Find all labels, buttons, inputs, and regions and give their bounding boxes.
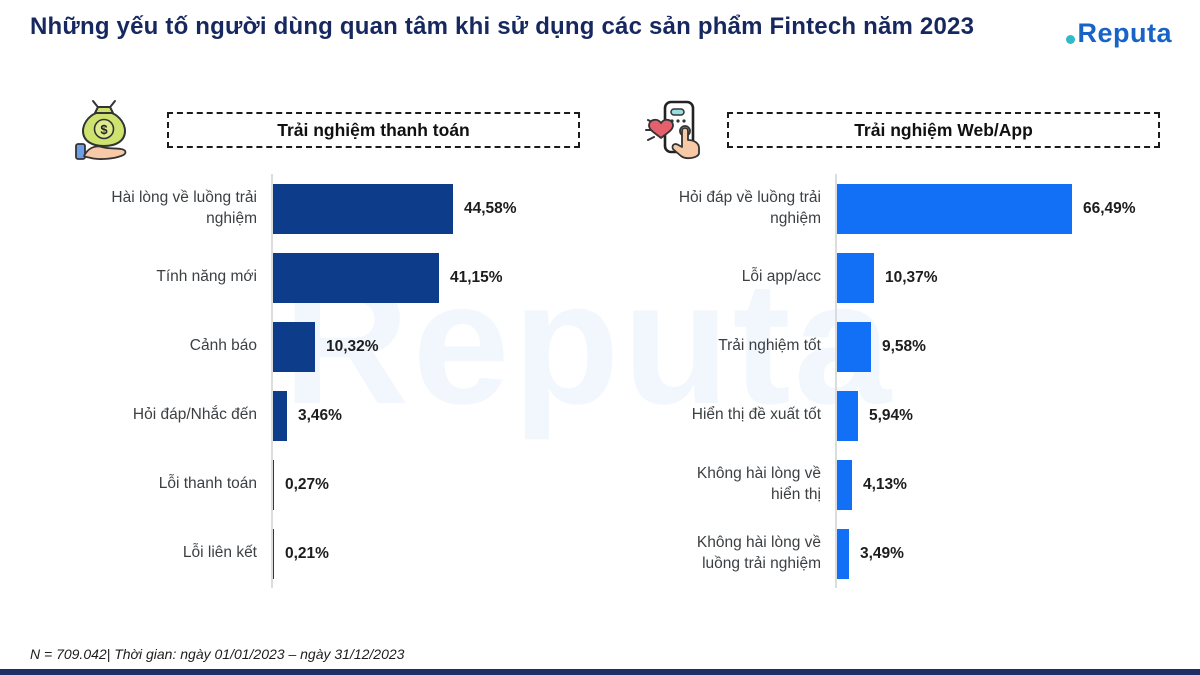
category-label: Không hài lòng về hiển thị <box>696 465 821 503</box>
reputa-logo: Reputa <box>1066 18 1172 49</box>
bar-track: 3,46% <box>271 381 580 450</box>
category-label: Tính năng mới <box>156 268 257 286</box>
bar-value-label: 0,27% <box>285 475 329 493</box>
chart-row: Lỗi liên kết 0,21% <box>75 519 580 588</box>
category-label: Hài lòng về luồng trải nghiệm <box>111 189 257 227</box>
chart-row: Cảnh báo 10,32% <box>75 312 580 381</box>
bar <box>273 321 315 372</box>
bar-track: 10,37% <box>835 243 1160 312</box>
bar <box>273 390 287 441</box>
bar <box>273 528 274 579</box>
webapp-chart-title: Trải nghiệm Web/App <box>854 119 1033 140</box>
bar-value-label: 66,49% <box>1083 199 1136 217</box>
bar <box>837 321 871 372</box>
chart-panel-webapp: Trải nghiệm Web/App Hỏi đáp về luồng trả… <box>645 98 1160 588</box>
chart-panel-payment: $ Trải nghiệm thanh toán Hài lòng về luồ… <box>75 98 580 588</box>
bar <box>837 252 874 303</box>
bar-value-label: 9,58% <box>882 337 926 355</box>
chart-row: Lỗi thanh toán 0,27% <box>75 450 580 519</box>
chart-row: Không hài lòng về luồng trải nghiệm 3,49% <box>645 519 1160 588</box>
bar-track: 41,15% <box>271 243 580 312</box>
chart-row: Không hài lòng về hiển thị 4,13% <box>645 450 1160 519</box>
svg-text:$: $ <box>100 122 108 137</box>
bar-track: 4,13% <box>835 450 1160 519</box>
payment-chart-title: Trải nghiệm thanh toán <box>277 119 470 140</box>
bar-value-label: 44,58% <box>464 199 517 217</box>
bar-track: 0,21% <box>271 519 580 588</box>
category-label: Lỗi thanh toán <box>158 475 257 493</box>
bar <box>273 183 453 234</box>
bar <box>837 459 852 510</box>
bar <box>837 183 1072 234</box>
bar <box>837 390 858 441</box>
bar-track: 10,32% <box>271 312 580 381</box>
category-label: Trải nghiệm tốt <box>718 337 821 355</box>
chart-row: Hài lòng về luồng trải nghiệm 44,58% <box>75 174 580 243</box>
bar-track: 66,49% <box>835 174 1160 243</box>
page-title: Những yếu tố người dùng quan tâm khi sử … <box>30 13 975 40</box>
bar-value-label: 4,13% <box>863 475 907 493</box>
category-label: Cảnh báo <box>189 337 257 355</box>
chart-row: Hiển thị đề xuất tốt 5,94% <box>645 381 1160 450</box>
logo-text: Reputa <box>1077 18 1172 48</box>
bar <box>273 459 274 510</box>
payment-chart-rows: Hài lòng về luồng trải nghiệm 44,58% Tính … <box>75 174 580 588</box>
chart-row: Trải nghiệm tốt 9,58% <box>645 312 1160 381</box>
bar-track: 9,58% <box>835 312 1160 381</box>
category-label: Hiển thị đề xuất tốt <box>691 406 821 424</box>
money-bag-hand-icon: $ <box>75 100 127 160</box>
bar-track: 0,27% <box>271 450 580 519</box>
bar-value-label: 10,32% <box>326 337 379 355</box>
phone-tap-heart-icon <box>645 100 700 160</box>
webapp-chart-title-box: Trải nghiệm Web/App <box>727 112 1160 148</box>
bar-value-label: 3,46% <box>298 406 342 424</box>
category-label: Hỏi đáp/Nhắc đến <box>132 406 257 424</box>
category-label: Hỏi đáp về luồng trải nghiệm <box>678 189 821 227</box>
webapp-chart-header: Trải nghiệm Web/App <box>645 98 1160 162</box>
bar-track: 3,49% <box>835 519 1160 588</box>
webapp-chart-rows: Hỏi đáp về luồng trải nghiệm 66,49% Lỗi ap… <box>645 174 1160 588</box>
category-label: Lỗi app/acc <box>741 268 821 286</box>
bar <box>837 528 849 579</box>
category-label: Lỗi liên kết <box>182 544 257 562</box>
footnote: N = 709.042| Thời gian: ngày 01/01/2023 … <box>30 646 405 662</box>
chart-row: Lỗi app/acc 10,37% <box>645 243 1160 312</box>
chart-row: Hỏi đáp về luồng trải nghiệm 66,49% <box>645 174 1160 243</box>
bar-value-label: 0,21% <box>285 544 329 562</box>
payment-chart-title-box: Trải nghiệm thanh toán <box>167 112 580 148</box>
category-label: Không hài lòng về luồng trải nghiệm <box>696 534 821 572</box>
bottom-accent-bar <box>0 669 1200 675</box>
bar-value-label: 3,49% <box>860 544 904 562</box>
bar <box>273 252 439 303</box>
bar-value-label: 5,94% <box>869 406 913 424</box>
bar-track: 44,58% <box>271 174 580 243</box>
chart-row: Tính năng mới 41,15% <box>75 243 580 312</box>
bar-value-label: 10,37% <box>885 268 938 286</box>
chart-row: Hỏi đáp/Nhắc đến 3,46% <box>75 381 580 450</box>
bar-track: 5,94% <box>835 381 1160 450</box>
logo-dot-icon <box>1066 35 1076 44</box>
bar-value-label: 41,15% <box>450 268 503 286</box>
payment-chart-header: $ Trải nghiệm thanh toán <box>75 98 580 162</box>
